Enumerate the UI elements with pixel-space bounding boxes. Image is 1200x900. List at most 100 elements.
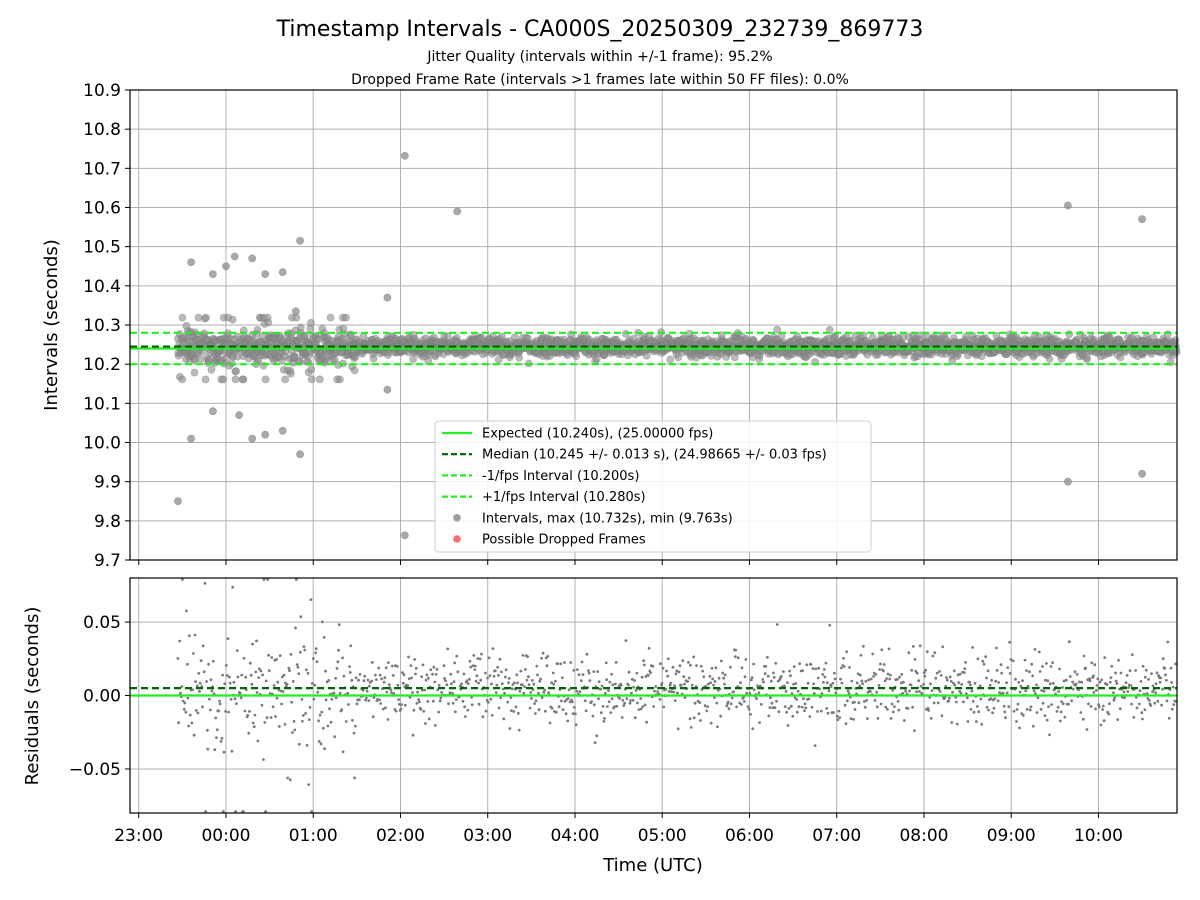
- residual-point: [255, 691, 259, 694]
- residual-point: [956, 673, 960, 677]
- residual-point: [560, 699, 563, 703]
- residual-point: [1134, 669, 1137, 672]
- residual-point: [647, 646, 651, 650]
- residual-point: [901, 692, 905, 695]
- residual-point: [1165, 699, 1169, 703]
- residual-point: [433, 680, 437, 684]
- residual-point: [630, 677, 634, 681]
- residual-point: [666, 674, 670, 678]
- residual-point: [772, 676, 776, 679]
- residual-point: [1050, 703, 1053, 706]
- residual-point: [766, 674, 770, 678]
- residual-point: [848, 666, 851, 669]
- residual-point: [1064, 678, 1068, 682]
- residual-point: [281, 690, 285, 693]
- residual-point: [499, 696, 503, 700]
- chart-title: Timestamp Intervals - CA000S_20250309_23…: [276, 17, 924, 42]
- residual-point: [367, 699, 371, 702]
- residual-point: [1144, 668, 1148, 672]
- residual-point: [478, 657, 482, 661]
- residual-point: [235, 649, 239, 652]
- residual-point: [740, 666, 744, 670]
- residual-point: [955, 700, 958, 704]
- residual-point: [1029, 705, 1033, 709]
- residual-point: [527, 675, 530, 679]
- residual-point: [739, 681, 742, 685]
- residual-point: [373, 673, 377, 677]
- residual-point: [1036, 696, 1040, 700]
- residual-point: [1008, 672, 1012, 675]
- residual-point: [635, 671, 639, 675]
- residual-point: [507, 677, 511, 680]
- residual-point: [475, 674, 479, 678]
- residual-point: [275, 658, 278, 661]
- residual-point: [917, 679, 921, 683]
- residual-point: [532, 682, 536, 686]
- residual-point: [986, 669, 990, 673]
- residual-point: [397, 698, 400, 701]
- residual-point: [621, 698, 625, 702]
- residual-point: [810, 705, 814, 709]
- residual-point: [1124, 681, 1128, 685]
- residual-point: [251, 721, 255, 725]
- residual-point: [1046, 679, 1050, 683]
- residual-point: [1101, 708, 1104, 711]
- residual-point: [938, 670, 941, 673]
- residual-point: [845, 650, 848, 654]
- residual-point: [1060, 700, 1063, 703]
- residual-point: [242, 810, 245, 813]
- residual-point: [968, 680, 971, 684]
- residual-point: [863, 705, 867, 709]
- residual-point: [481, 715, 485, 719]
- residual-point: [692, 716, 696, 720]
- residual-point: [574, 712, 577, 716]
- residual-point: [789, 674, 792, 678]
- residual-point: [889, 673, 892, 677]
- residual-point: [839, 666, 843, 670]
- residual-point: [299, 615, 303, 619]
- residual-point: [317, 719, 320, 723]
- residual-point: [642, 663, 646, 667]
- residual-point: [701, 669, 705, 673]
- residual-point: [265, 716, 269, 720]
- residual-point: [403, 703, 407, 707]
- residual-point: [887, 647, 891, 651]
- residual-point: [891, 688, 894, 692]
- residual-point: [752, 662, 755, 666]
- residual-point: [1028, 670, 1031, 674]
- residual-point: [1172, 703, 1176, 706]
- residual-point: [370, 661, 374, 664]
- residual-point: [981, 659, 985, 663]
- residual-point: [202, 670, 206, 674]
- residual-point: [878, 668, 882, 671]
- residual-point: [966, 720, 970, 723]
- residual-point: [930, 689, 934, 692]
- interval-outlier-point: [400, 151, 409, 160]
- residual-point: [692, 655, 696, 659]
- x-tick-label: 03:00: [463, 826, 512, 846]
- residual-point: [676, 727, 680, 731]
- residual-point: [622, 704, 626, 707]
- residual-point: [874, 673, 878, 676]
- residual-point: [759, 703, 763, 706]
- residuals-y-ticks: −0.05 0.00 0.05: [69, 613, 130, 780]
- residual-point: [828, 623, 832, 627]
- residual-point: [1122, 690, 1126, 694]
- residual-point: [348, 671, 352, 674]
- residual-point: [1143, 708, 1147, 712]
- residual-point: [235, 702, 238, 705]
- residual-point: [703, 704, 707, 708]
- residual-point: [927, 709, 931, 712]
- residual-point: [493, 669, 497, 673]
- intervals-y-axis-label: Intervals (seconds): [41, 239, 62, 411]
- residual-point: [714, 666, 718, 670]
- intervals-x-ticks: [138, 560, 1099, 565]
- residual-point: [835, 714, 839, 718]
- residual-point: [512, 710, 516, 713]
- residual-point: [186, 662, 189, 666]
- residual-point: [211, 659, 215, 663]
- residual-point: [577, 673, 581, 677]
- residual-point: [477, 681, 480, 685]
- residual-point: [931, 654, 935, 658]
- residual-point: [969, 683, 972, 687]
